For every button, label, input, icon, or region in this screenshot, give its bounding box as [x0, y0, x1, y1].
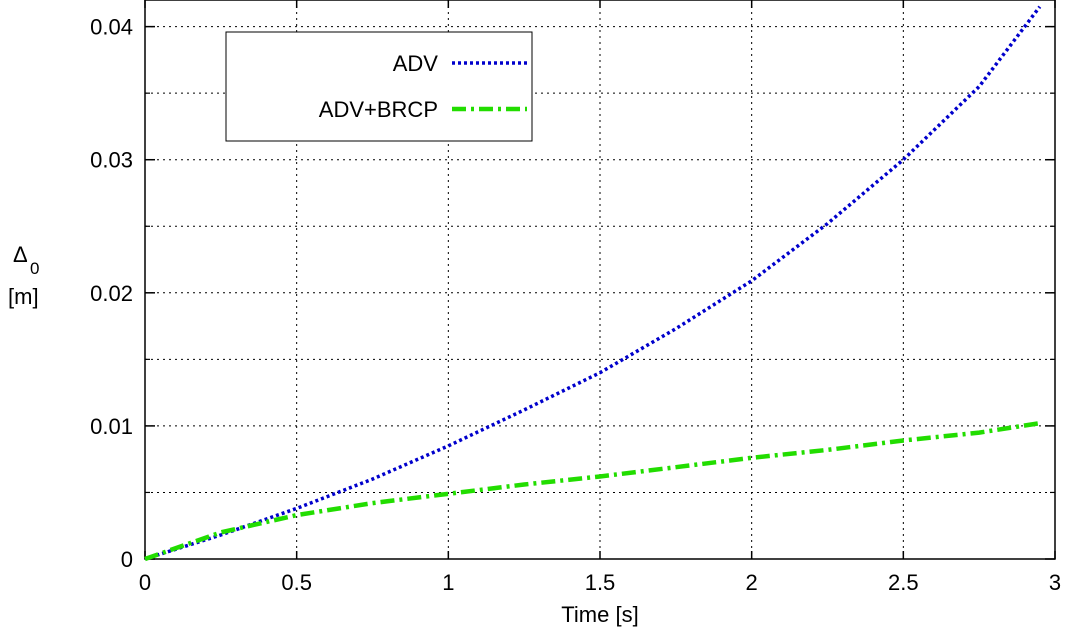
x-tick-label: 0 [139, 570, 151, 595]
y-tick-label: 0.02 [90, 281, 133, 306]
series-lines [144, 5, 1042, 562]
x-tick-label: 2.5 [888, 570, 919, 595]
y-axis-label-unit: [m] [8, 284, 39, 309]
y-tick-label: 0.01 [90, 414, 133, 439]
y-axis-label-subscript: 0 [30, 259, 39, 278]
x-tick-label: 1 [442, 570, 454, 595]
x-tick-label: 0.5 [281, 570, 312, 595]
y-axis-label: Δ 0 [m] [8, 242, 39, 309]
legend-label-adv: ADV [393, 51, 439, 76]
y-axis-label-symbol: Δ [13, 242, 28, 267]
y-axis-ticks: 0 0.01 0.02 0.03 0.04 [90, 15, 1055, 572]
series-line-adv-brcp [144, 420, 1041, 562]
y-tick-label: 0.04 [90, 15, 133, 40]
y-tick-label: 0.03 [90, 148, 133, 173]
x-tick-label: 1.5 [585, 570, 616, 595]
legend: ADV ADV+BRCP [225, 31, 533, 142]
x-tick-label: 3 [1049, 570, 1061, 595]
x-tick-label: 2 [746, 570, 758, 595]
series-line-adv [144, 5, 1042, 561]
legend-box [225, 31, 533, 142]
legend-label-adv-brcp: ADV+BRCP [319, 97, 438, 122]
x-axis-label: Time [s] [561, 602, 638, 627]
x-axis-ticks: 0 0.5 1 1.5 2 2.5 3 [139, 0, 1061, 595]
y-tick-label: 0 [121, 547, 133, 572]
